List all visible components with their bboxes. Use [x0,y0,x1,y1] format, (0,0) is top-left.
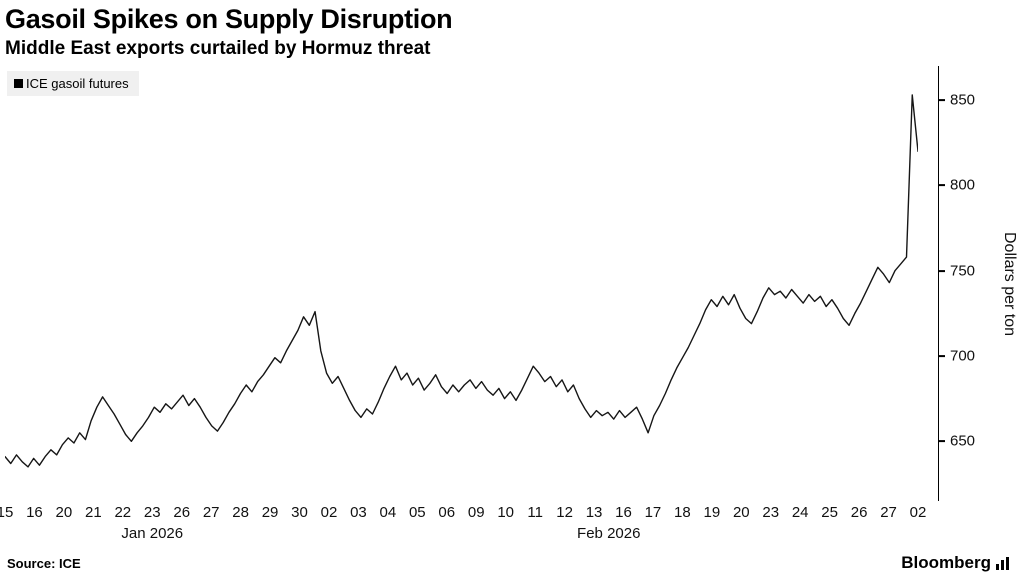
x-tick-label: 03 [350,504,367,522]
x-tick-label: 25 [821,504,838,522]
bloomberg-logo-icon [995,556,1010,571]
y-tick-mark [939,440,945,443]
chart-header: Gasoil Spikes on Supply Disruption Middl… [5,4,1024,60]
x-tick-label: 21 [85,504,102,522]
y-tick-mark [939,269,945,272]
y-tick-mark [939,99,945,102]
x-tick-label: 20 [55,504,73,522]
y-tick-label: 650 [950,432,976,450]
x-tick-label: 05 [408,504,426,522]
x-tick-label: 27 [880,504,897,522]
legend: ICE gasoil futures [7,71,139,97]
x-tick-label: 23 [762,504,780,522]
x-tick-label: 04 [379,504,397,522]
month-label: Feb 2026 [577,525,641,543]
x-tick-label: 10 [497,504,515,522]
x-tick-label: 09 [467,504,485,522]
price-line-series [5,95,918,467]
x-tick-label: 26 [850,504,868,522]
y-axis-title: Dollars per ton [1001,231,1018,336]
chart-footer: Source: ICE Bloomberg [5,553,1024,573]
x-tick-label: 06 [438,504,456,522]
x-tick-label: 16 [615,504,632,522]
x-tick-label: 17 [644,504,662,522]
chart-area: ICE gasoil futures 650 700 750 800 850 Dolla… [0,66,1024,545]
y-tick-label: 800 [950,176,976,194]
x-tick-label: 19 [703,504,721,522]
x-tick-label: 02 [320,504,338,522]
x-tick-label: 30 [291,504,308,522]
bloomberg-wordmark: Bloomberg [901,553,991,573]
price-line-chart [5,66,918,501]
legend-marker-icon [14,79,23,89]
x-tick-label: 23 [143,504,161,522]
y-tick-label: 700 [950,347,976,365]
bloomberg-brand: Bloomberg [901,553,1010,573]
chart-title: Gasoil Spikes on Supply Disruption [5,4,453,34]
x-tick-label: 11 [527,504,543,522]
x-tick-label: 28 [232,504,249,522]
y-tick-mark [939,184,945,187]
chart-subtitle: Middle East exports curtailed by Hormuz … [5,38,431,60]
x-tick-label: 12 [556,504,573,522]
x-tick-label: 24 [791,504,809,522]
x-tick-label: 02 [909,504,927,522]
month-label: Jan 2026 [121,525,184,543]
x-tick-label: 16 [26,504,43,522]
y-axis: 650 700 750 800 850 [938,66,994,502]
y-tick-mark [939,355,945,357]
legend-label: ICE gasoil futures [26,76,129,92]
x-tick-label: 26 [173,504,191,522]
plot-area [5,66,918,501]
y-tick-label: 750 [950,262,976,280]
x-axis: 15 16 20 21 22 23 26 27 28 29 30 02 03 04 05 06 09 10 11 12… [0,501,926,523]
x-tick-label: 22 [114,504,132,522]
source-label: Source: ICE [7,555,81,571]
x-tick-label: 15 [0,504,14,522]
y-tick-label: 850 [950,91,976,109]
x-tick-label: 18 [674,504,691,522]
month-labels: Jan 2026 Feb 2026 [5,523,918,545]
x-tick-label: 13 [585,504,603,522]
x-tick-label: 20 [732,504,750,522]
x-tick-label: 27 [202,504,220,522]
x-tick-label: 29 [261,504,279,522]
